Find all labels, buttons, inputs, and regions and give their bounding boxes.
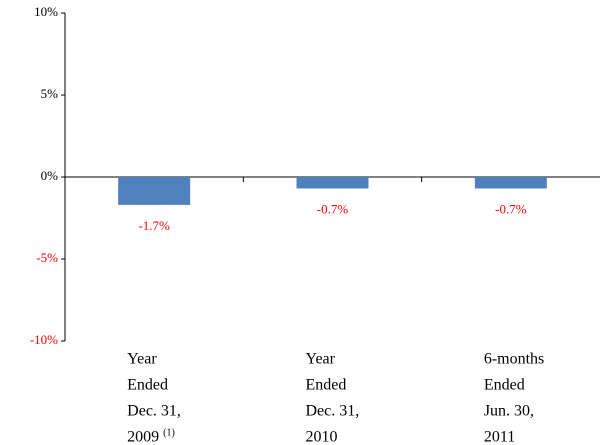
x-tick-label: Year (306, 351, 336, 368)
y-tick-label: 10% (34, 4, 58, 19)
x-tick-label: 2011 (484, 429, 515, 445)
y-tick-label: -5% (36, 250, 58, 265)
x-tick-label: Year (127, 351, 157, 368)
data-label: -0.7% (317, 201, 349, 216)
x-tick-label: 6-months (484, 351, 544, 368)
x-tick-label: Ended (484, 377, 525, 394)
data-label: -1.7% (138, 218, 170, 233)
x-tick-label: 2010 (306, 429, 338, 445)
category-note: (1) (163, 427, 175, 438)
bar (296, 177, 369, 189)
x-tick-label: Dec. 31, (306, 403, 360, 420)
y-tick-label: -10% (30, 332, 58, 347)
x-tick-label: Ended (127, 377, 168, 394)
bar (118, 177, 191, 205)
data-label: -0.7% (495, 201, 527, 216)
x-tick-label: Dec. 31, (127, 403, 181, 420)
x-tick-label: Jun. 30, (484, 403, 534, 420)
x-tick-label: 2009 (127, 429, 159, 445)
y-tick-label: 5% (41, 86, 59, 101)
y-tick-label: 0% (41, 168, 59, 183)
bar (474, 177, 547, 189)
x-tick-label: Ended (306, 377, 347, 394)
